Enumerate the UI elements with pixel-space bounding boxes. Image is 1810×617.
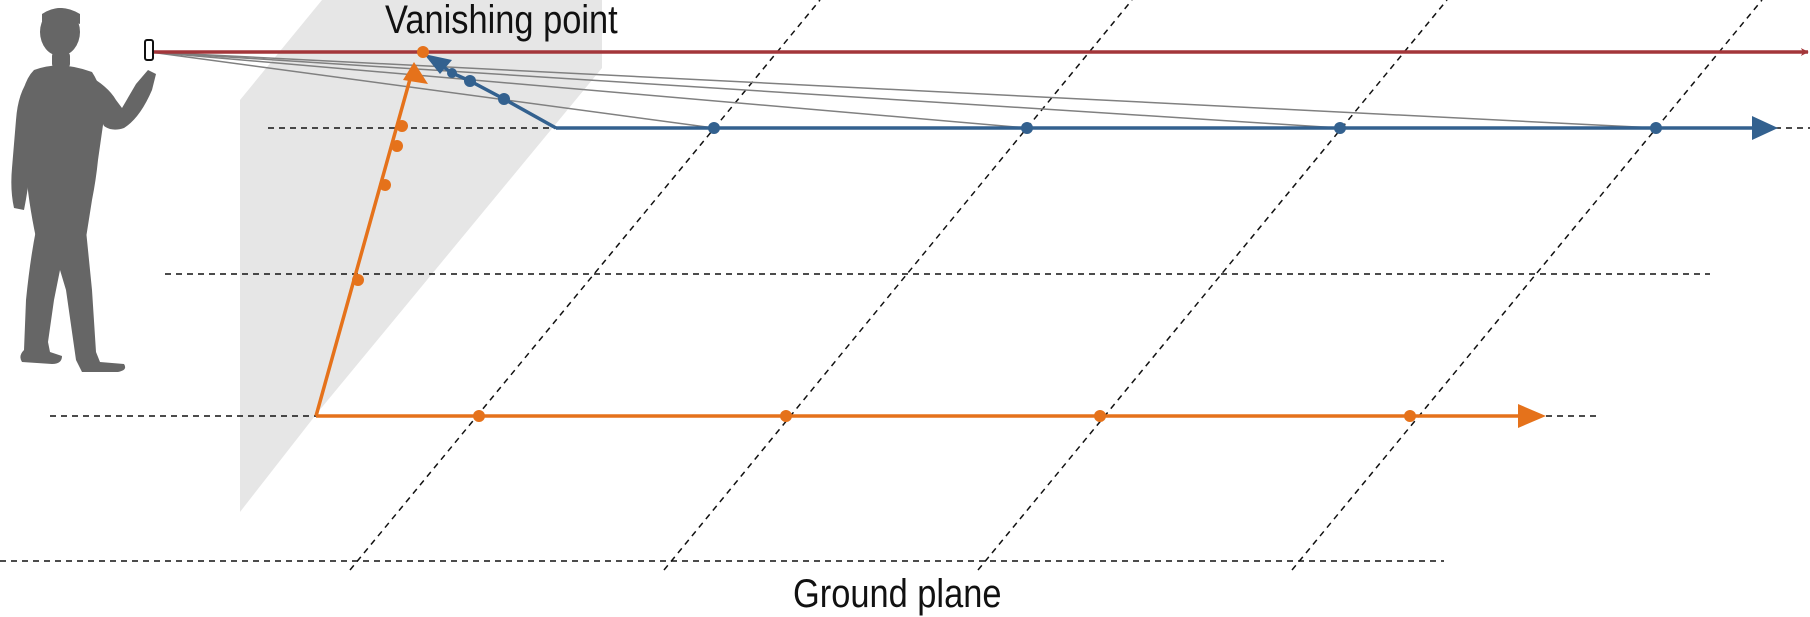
grid-line-diag-4 [1291, 0, 1763, 571]
blue-arrowhead [1752, 116, 1778, 140]
orange-ground-point [473, 410, 485, 422]
sight-lines [149, 51, 1657, 129]
blue-ground-point [708, 122, 720, 134]
blue-ground-point [1334, 122, 1346, 134]
orange-ground-point [1404, 410, 1416, 422]
grid-line-diag-3 [977, 0, 1448, 571]
blue-path [424, 54, 1778, 140]
blue-projected-arrowhead [424, 54, 452, 74]
grid-line-diag-1 [349, 0, 821, 571]
blue-ground-point [1021, 122, 1033, 134]
blue-projected-point [498, 93, 510, 105]
blue-projected-point [447, 68, 457, 78]
orange-projected-arrowhead [403, 62, 428, 84]
orange-projected-point [379, 179, 391, 191]
blue-ground-point [1650, 122, 1662, 134]
sight-line-2 [149, 51, 1028, 129]
ground-plane-label: Ground plane [793, 572, 1002, 616]
orange-ground-point [780, 410, 792, 422]
person-holding-phone-icon [11, 8, 156, 372]
sight-line-3 [149, 51, 1341, 129]
vanishing-point [417, 46, 429, 58]
orange-projected-line [314, 71, 414, 417]
orange-path [314, 62, 1546, 428]
orange-projected-point [396, 120, 408, 132]
vanishing-point-label: Vanishing point [385, 0, 618, 42]
orange-projected-point [352, 274, 364, 286]
sight-line-1 [149, 51, 715, 129]
orange-arrowhead [1518, 404, 1546, 428]
orange-ground-point [1094, 410, 1106, 422]
grid-line-diag-2 [663, 0, 1133, 571]
orange-projected-point [391, 140, 403, 152]
blue-projected-point [464, 75, 476, 87]
sight-line-4 [149, 51, 1657, 129]
